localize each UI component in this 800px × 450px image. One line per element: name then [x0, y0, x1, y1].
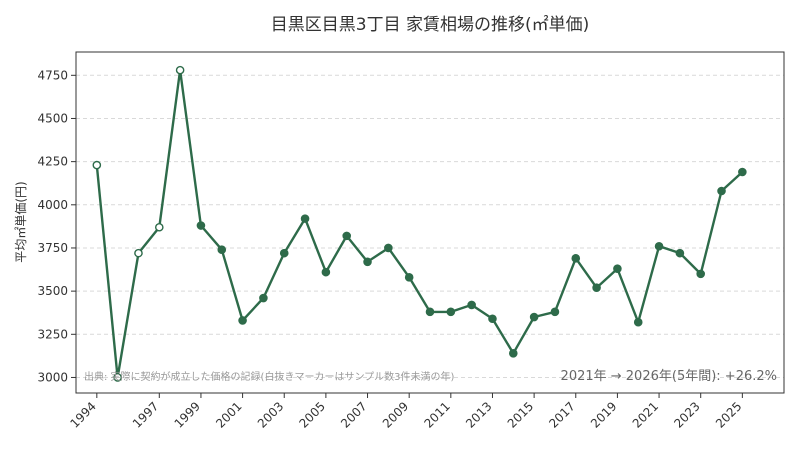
- y-tick-label: 3500: [37, 284, 68, 298]
- data-point: [529, 312, 539, 322]
- data-point: [654, 241, 664, 251]
- data-point: [675, 248, 685, 258]
- data-point: [550, 307, 560, 317]
- x-tick-label: 2017: [546, 399, 577, 430]
- y-tick-label: 4500: [37, 111, 68, 125]
- x-tick-label: 1997: [130, 399, 161, 430]
- data-point: [508, 348, 518, 358]
- data-point: [342, 231, 352, 241]
- data-point: [321, 267, 331, 277]
- data-point: [592, 283, 601, 292]
- change-summary: 2021年 → 2026年(5年間): +26.2%: [561, 369, 777, 384]
- data-point: [571, 254, 581, 263]
- series-line: [95, 68, 744, 379]
- data-point: [363, 257, 372, 267]
- source-note: 出典: 実際に契約が成立した価格の記録(白抜きマーカーはサンプル数3件未満の年): [84, 370, 455, 383]
- data-point: [259, 293, 268, 303]
- data-point: [446, 307, 456, 317]
- x-tick-label: 2023: [671, 399, 702, 430]
- data-point: [196, 221, 206, 230]
- x-tick-label: 2005: [297, 399, 328, 430]
- plot-frame: [75, 51, 785, 394]
- x-tick-label: 2025: [713, 399, 744, 430]
- data-point-open: [92, 160, 102, 170]
- data-point-open: [113, 373, 122, 382]
- y-tick-label: 4250: [37, 155, 68, 169]
- data-point-open: [175, 65, 185, 75]
- y-tick-label: 3000: [37, 370, 68, 384]
- y-axis-ticks: 3000 3250 3500 3750 4000 4250 4500 4750: [37, 68, 76, 384]
- chart-title: 目黒区目黒3丁目 家賃相場の推移(㎡単価): [271, 15, 589, 35]
- y-axis-label: 平均㎡単価(円): [14, 181, 28, 262]
- y-tick-label: 4750: [37, 68, 68, 82]
- data-point: [613, 264, 622, 273]
- x-tick-label: 2001: [213, 399, 244, 430]
- data-point: [238, 316, 247, 325]
- y-tick-label: 3250: [37, 327, 68, 341]
- y-tick-label: 3750: [37, 241, 68, 255]
- x-tick-label: 2003: [255, 399, 286, 430]
- data-point: [696, 269, 706, 279]
- data-point: [300, 214, 310, 223]
- x-tick-label: 2007: [338, 399, 369, 430]
- data-point-open: [154, 222, 164, 232]
- data-point: [738, 167, 747, 177]
- data-point: [279, 248, 289, 258]
- data-point: [404, 273, 414, 282]
- y-tick-label: 4000: [37, 198, 68, 212]
- data-point: [384, 243, 393, 253]
- data-point: [467, 300, 476, 310]
- x-tick-label: 2015: [505, 399, 536, 430]
- x-tick-label: 2019: [588, 399, 619, 430]
- x-tick-label: 1999: [172, 399, 203, 430]
- gridlines: [76, 74, 784, 378]
- data-point: [217, 245, 227, 254]
- data-point: [717, 186, 726, 196]
- x-tick-label: 1994: [67, 399, 98, 430]
- x-tick-label: 2013: [463, 399, 494, 430]
- data-point: [488, 314, 497, 324]
- data-point: [633, 317, 643, 327]
- x-tick-label: 2009: [380, 399, 411, 430]
- x-tick-label: 2011: [421, 399, 452, 430]
- x-tick-label: 2021: [630, 399, 661, 430]
- x-axis-ticks: 1994 1997 1999 2001 2003 2005 2007 2009 2011 2013…: [67, 393, 744, 431]
- data-markers: [92, 65, 747, 382]
- data-point-open: [134, 248, 143, 258]
- data-point: [425, 307, 435, 317]
